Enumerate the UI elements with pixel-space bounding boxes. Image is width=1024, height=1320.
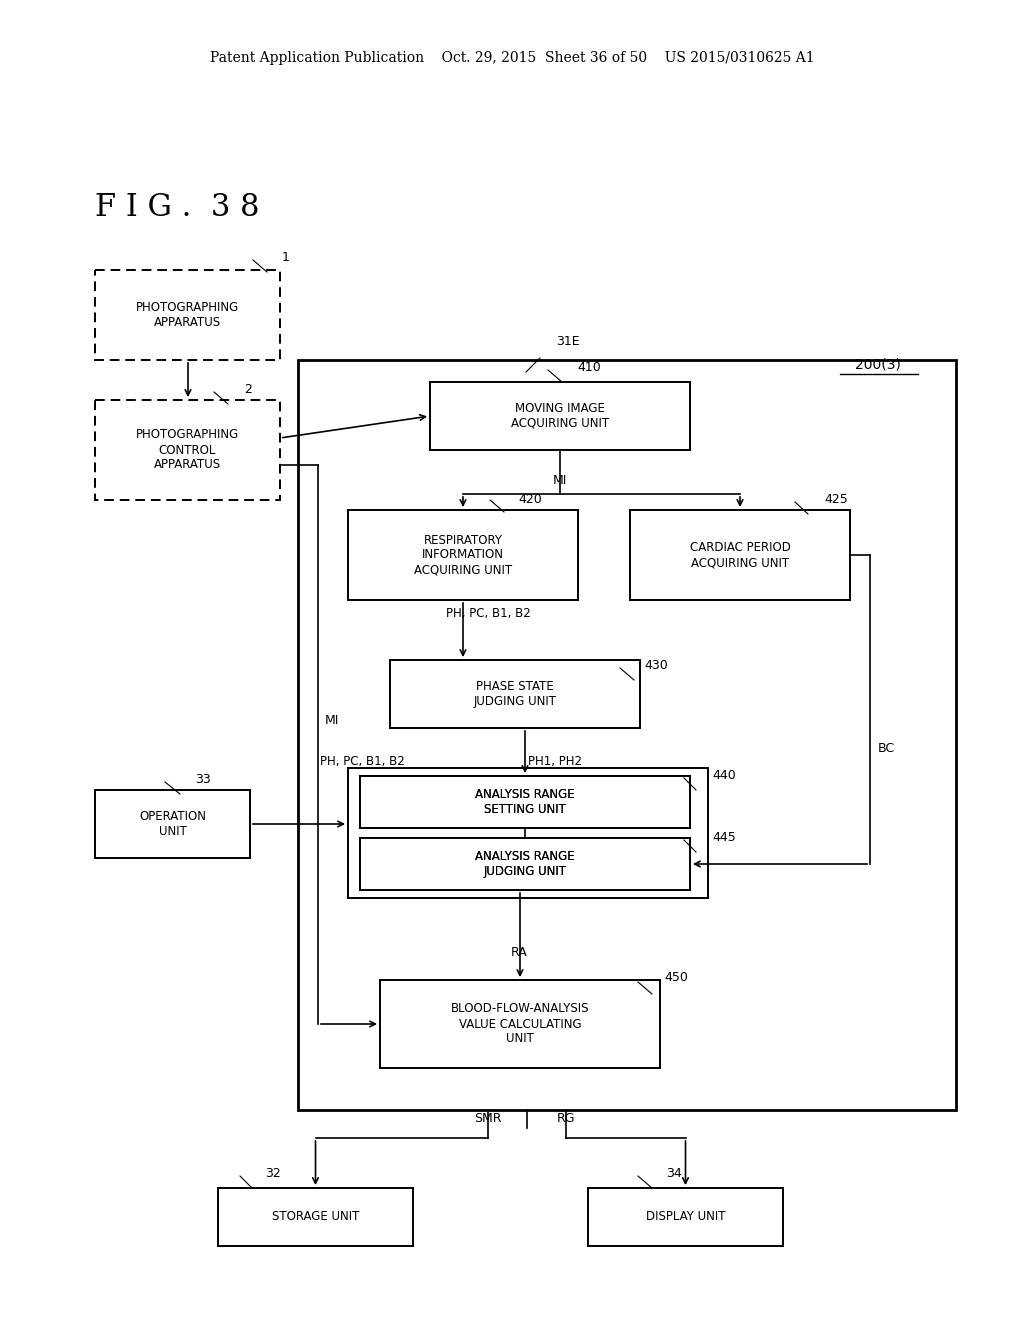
Text: 33: 33 xyxy=(195,774,211,785)
Text: 445: 445 xyxy=(712,832,736,843)
Bar xyxy=(430,381,690,450)
Bar xyxy=(360,838,690,890)
Text: RESPIRATORY
INFORMATION
ACQUIRING UNIT: RESPIRATORY INFORMATION ACQUIRING UNIT xyxy=(414,533,512,577)
Text: 1: 1 xyxy=(282,251,290,264)
Text: RG: RG xyxy=(557,1111,575,1125)
Text: RA: RA xyxy=(511,945,527,958)
Text: PH1, PH2: PH1, PH2 xyxy=(528,755,582,768)
Bar xyxy=(95,400,280,500)
Bar xyxy=(298,360,956,1110)
Bar xyxy=(95,789,250,858)
Text: 200(3): 200(3) xyxy=(855,358,901,372)
Bar xyxy=(360,776,690,828)
Bar xyxy=(630,510,850,601)
Bar xyxy=(360,838,690,890)
Text: 440: 440 xyxy=(712,770,736,781)
Bar xyxy=(348,510,578,601)
Text: STORAGE UNIT: STORAGE UNIT xyxy=(271,1210,359,1224)
Bar xyxy=(380,979,660,1068)
Text: 2: 2 xyxy=(244,383,252,396)
Text: ANALYSIS RANGE
SETTING UNIT: ANALYSIS RANGE SETTING UNIT xyxy=(475,788,574,816)
Text: BC: BC xyxy=(878,742,895,755)
Text: MI: MI xyxy=(325,714,339,726)
Text: 34: 34 xyxy=(666,1167,682,1180)
Text: PHASE STATE
JUDGING UNIT: PHASE STATE JUDGING UNIT xyxy=(473,680,556,708)
Text: 420: 420 xyxy=(518,492,542,506)
Text: Patent Application Publication    Oct. 29, 2015  Sheet 36 of 50    US 2015/03106: Patent Application Publication Oct. 29, … xyxy=(210,51,814,65)
Bar xyxy=(360,776,690,828)
Text: MI: MI xyxy=(553,474,567,487)
Text: PH, PC, B1, B2: PH, PC, B1, B2 xyxy=(321,755,406,768)
Text: 450: 450 xyxy=(664,972,688,983)
Text: BLOOD-FLOW-ANALYSIS
VALUE CALCULATING
UNIT: BLOOD-FLOW-ANALYSIS VALUE CALCULATING UN… xyxy=(451,1002,589,1045)
Text: 31E: 31E xyxy=(556,335,580,348)
Text: 410: 410 xyxy=(577,360,601,374)
Text: OPERATION
UNIT: OPERATION UNIT xyxy=(139,810,206,838)
Text: PHOTOGRAPHING
APPARATUS: PHOTOGRAPHING APPARATUS xyxy=(136,301,240,329)
Bar xyxy=(390,660,640,729)
Text: F I G .  3 8: F I G . 3 8 xyxy=(95,193,259,223)
Bar xyxy=(588,1188,783,1246)
Text: CARDIAC PERIOD
ACQUIRING UNIT: CARDIAC PERIOD ACQUIRING UNIT xyxy=(689,541,791,569)
Text: DISPLAY UNIT: DISPLAY UNIT xyxy=(646,1210,725,1224)
Text: MOVING IMAGE
ACQUIRING UNIT: MOVING IMAGE ACQUIRING UNIT xyxy=(511,403,609,430)
Bar xyxy=(348,768,708,898)
Text: SMR: SMR xyxy=(474,1111,502,1125)
Text: PHOTOGRAPHING
CONTROL
APPARATUS: PHOTOGRAPHING CONTROL APPARATUS xyxy=(136,429,240,471)
Text: 32: 32 xyxy=(265,1167,281,1180)
Text: PH, PC, B1, B2: PH, PC, B1, B2 xyxy=(445,607,530,620)
Text: 425: 425 xyxy=(824,492,848,506)
Text: ANALYSIS RANGE
SETTING UNIT: ANALYSIS RANGE SETTING UNIT xyxy=(475,788,574,816)
Bar xyxy=(95,271,280,360)
Text: 430: 430 xyxy=(644,659,668,672)
Bar xyxy=(218,1188,413,1246)
Text: ANALYSIS RANGE
JUDGING UNIT: ANALYSIS RANGE JUDGING UNIT xyxy=(475,850,574,878)
Text: ANALYSIS RANGE
JUDGING UNIT: ANALYSIS RANGE JUDGING UNIT xyxy=(475,850,574,878)
